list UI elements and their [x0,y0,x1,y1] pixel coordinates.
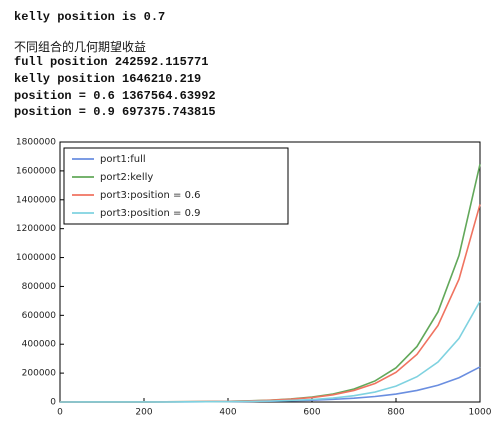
y-tick-label: 800000 [22,282,57,292]
y-tick-label: 1600000 [16,166,56,176]
legend-label: port1:full [100,154,146,165]
output-line: 不同组合的几何期望收益 [14,40,147,54]
x-tick-label: 1000 [469,408,492,418]
output-line: position = 0.6 1367564.63992 [14,89,216,103]
output-line: position = 0.9 697375.743815 [14,105,216,119]
series-line [59,366,481,403]
plot-area [59,141,481,403]
x-tick-label: 400 [219,408,236,418]
y-tick-label: 1800000 [16,138,56,148]
output-line: kelly position is 0.7 [14,10,166,24]
x-tick-label: 600 [303,408,320,418]
y-tick-label: 400000 [22,340,57,350]
y-tick-label: 0 [50,398,56,408]
legend-label: port3:position = 0.6 [100,190,200,201]
x-tick-label: 800 [387,408,404,418]
series-line [59,300,481,403]
legend-label: port3:position = 0.9 [100,208,200,219]
y-tick-label: 1200000 [16,224,56,234]
y-tick-label: 1400000 [16,195,56,205]
y-tick-label: 200000 [22,369,57,379]
y-tick-label: 1000000 [16,253,56,263]
legend-label: port2:kelly [100,172,153,183]
output-line: full position 242592.115771 [14,55,209,69]
y-tick-label: 600000 [22,311,57,321]
legend-box [63,147,289,225]
x-tick-label: 0 [57,408,63,418]
output-line: kelly position 1646210.219 [14,72,202,86]
series-line [59,204,481,403]
x-tick-label: 200 [135,408,152,418]
